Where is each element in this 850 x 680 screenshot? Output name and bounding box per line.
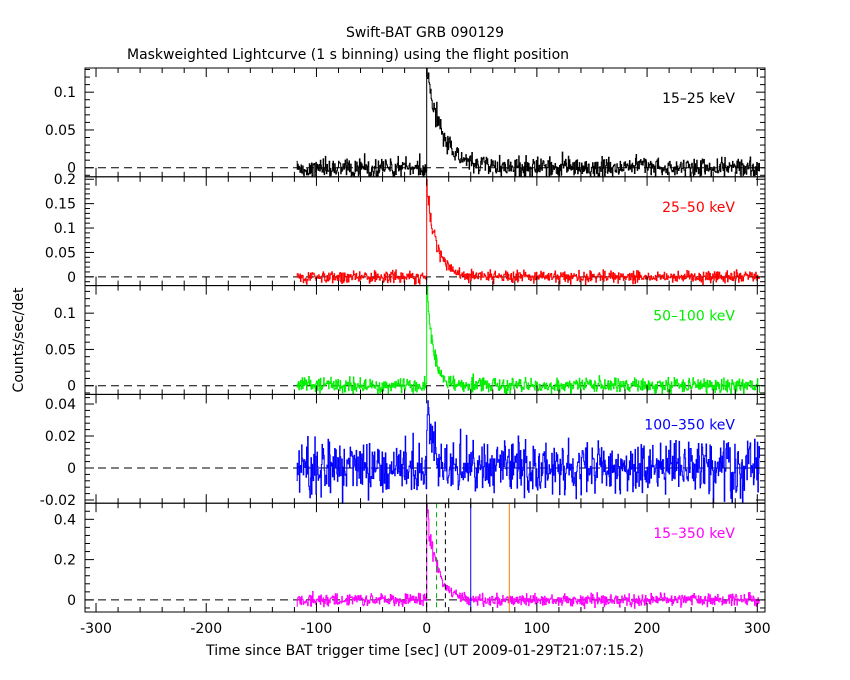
y-tick-label: 0.02 [45,429,76,445]
band-label: 15–350 keV [653,526,735,542]
panel-frame [84,176,766,287]
y-tick-label: 0 [67,461,76,477]
series-trace [296,178,760,286]
x-axis-label: Time since BAT trigger time [sec] (UT 20… [205,643,644,659]
panel-frame [84,502,766,613]
panel-2: 0 0.05 0.1 0.15 0.2 25–50 keV [45,172,766,287]
y-tick-label: 0 [67,161,76,177]
y-axis-label: Counts/sec/det [11,287,27,392]
band-label: 25–50 keV [662,200,735,216]
panels-group: 0 0.05 0.1 15–25 keV 0 0.05 0.1 0.15 0.2 25–50 ke… [40,67,771,637]
x-tick-label: -100 [301,621,333,637]
y-tick-label: 0.4 [54,512,76,528]
panel-4: -0.02 0 0.02 0.04 100–350 keV [40,393,766,509]
chart-title: Swift-BAT GRB 090129 [346,25,504,41]
series-trace [296,400,760,504]
y-tick-label: 0.1 [54,221,76,237]
chart-subtitle: Maskweighted Lightcurve (1 s binning) us… [127,47,569,63]
panel-1: 0 0.05 0.1 15–25 keV [45,67,766,178]
y-tick-label: 0 [67,379,76,395]
panel-3: 0 0.05 0.1 50–100 keV [45,285,766,395]
panel-5: 0 0.2 0.4 15–350 keV [54,502,766,613]
y-tick-label: 0.05 [45,342,76,358]
y-tick-label: 0.1 [54,306,76,322]
panel-frame [84,67,766,178]
x-tick-label: 200 [634,621,661,637]
series-trace [296,285,760,395]
panel-frame [84,393,766,504]
series-trace [296,502,760,610]
x-tick-label: -300 [80,621,112,637]
band-label: 100–350 keV [644,417,735,433]
band-label: 50–100 keV [653,309,735,325]
y-tick-label: 0 [67,593,76,609]
y-tick-label: 0.04 [45,397,76,413]
band-label: 15–25 keV [662,91,735,107]
x-tick-label: 300 [744,621,771,637]
y-tick-label: 0 [67,270,76,286]
y-tick-label: 0.2 [54,172,76,188]
y-tick-label: 0.05 [45,245,76,261]
y-tick-label: 0.2 [54,553,76,569]
y-tick-label: 0.1 [54,85,76,101]
series-trace [296,67,760,178]
x-tick-label: -200 [190,621,222,637]
y-tick-label: 0.05 [45,123,76,139]
x-tick-label: 0 [422,621,431,637]
y-tick-label: -0.02 [40,493,76,509]
x-tick-label: 100 [523,621,550,637]
y-tick-label: 0.15 [45,197,76,213]
